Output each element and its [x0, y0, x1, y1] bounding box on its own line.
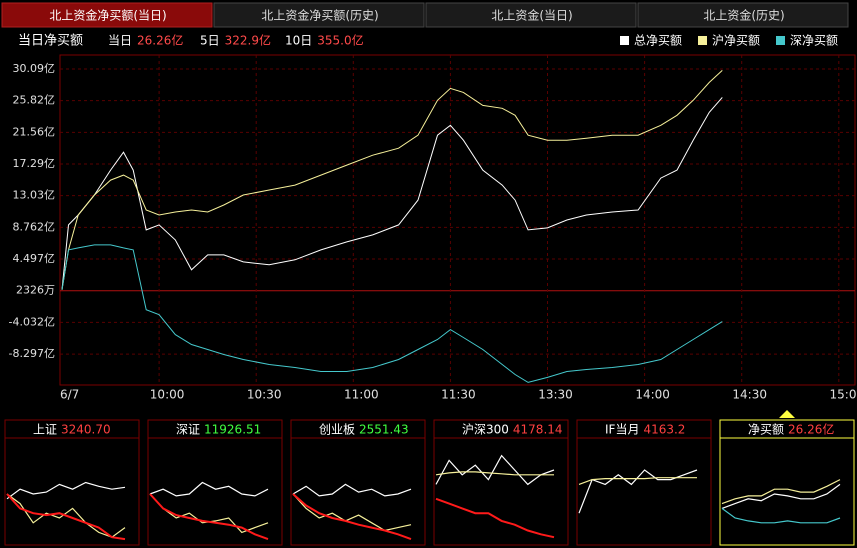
legend-label: 总净买额 — [634, 34, 682, 48]
legend-swatch — [620, 36, 629, 45]
series-line — [61, 70, 723, 290]
mini-line — [149, 493, 269, 541]
tab-label[interactable]: 北上资金净买额(历史) — [261, 8, 378, 23]
mini-title: IF当月 — [605, 423, 639, 437]
tab[interactable] — [213, 2, 425, 28]
mini-panel[interactable] — [576, 419, 712, 546]
y-tick-label: -8.297亿 — [9, 347, 55, 360]
plot-frame — [59, 54, 856, 386]
mini-title: 沪深300 — [462, 423, 509, 437]
mini-value: 26.26亿 — [788, 422, 834, 437]
summary-value: 355.0亿 — [317, 33, 363, 48]
mini-panel[interactable] — [4, 419, 140, 546]
mini-value: 2551.43 — [359, 423, 409, 437]
mini-line — [435, 471, 554, 476]
mini-value: 11926.51 — [204, 423, 261, 437]
summary-label: 5日 — [200, 34, 220, 48]
mini-value: 3240.70 — [61, 423, 111, 437]
tab[interactable] — [637, 2, 849, 28]
y-tick-label: 13.03亿 — [13, 189, 56, 202]
mini-panel[interactable] — [719, 419, 855, 546]
mini-title: 净买额 — [748, 423, 784, 437]
y-tick-label: 2326万 — [16, 284, 55, 297]
mini-line — [6, 481, 126, 500]
mini-line — [6, 493, 126, 538]
tab[interactable] — [425, 2, 637, 28]
y-tick-label: 8.762亿 — [13, 220, 56, 233]
y-tick-label: 21.56亿 — [13, 125, 56, 138]
series-line — [61, 244, 723, 383]
summary-label: 10日 — [285, 34, 312, 48]
tab-label[interactable]: 北上资金(当日) — [491, 8, 572, 23]
mini-line — [721, 507, 841, 524]
legend-swatch — [776, 36, 785, 45]
x-tick-label: 11:30 — [441, 388, 476, 402]
tab[interactable] — [1, 2, 213, 28]
mini-line — [292, 493, 412, 541]
x-tick-label: 13:30 — [538, 388, 573, 402]
y-tick-label: 4.497亿 — [13, 252, 56, 265]
x-tick-label: 10:00 — [150, 388, 185, 402]
mini-value: 4163.2 — [643, 423, 685, 437]
tab-label[interactable]: 北上资金净买额(当日) — [49, 8, 166, 23]
series-line — [61, 97, 723, 290]
y-tick-label: 25.82亿 — [13, 94, 56, 107]
x-tick-label: 11:00 — [344, 388, 379, 402]
selected-marker — [779, 410, 795, 418]
mini-line — [292, 483, 412, 497]
mini-line — [149, 481, 269, 497]
mini-panel[interactable] — [433, 419, 569, 546]
y-tick-label: 17.29亿 — [13, 157, 56, 170]
mini-title: 上证 — [33, 423, 57, 437]
x-tick-label: 15:00 — [830, 388, 857, 402]
mini-title: 创业板 — [319, 423, 355, 437]
legend-label: 深净买额 — [790, 34, 838, 48]
y-tick-label: 30.09亿 — [13, 62, 56, 75]
x-tick-label: 14:00 — [635, 388, 670, 402]
mini-line — [6, 493, 126, 541]
legend-label: 沪净买额 — [712, 34, 760, 48]
x-tick-label: 14:30 — [732, 388, 767, 402]
x-tick-label: 6/7 — [60, 388, 79, 402]
summary-label: 当日 — [108, 34, 132, 48]
summary-value: 322.9亿 — [225, 33, 271, 48]
mini-line — [292, 493, 412, 532]
legend-swatch — [698, 36, 707, 45]
mini-panel[interactable] — [147, 419, 283, 546]
mini-line — [435, 454, 555, 486]
mini-line — [721, 483, 841, 509]
x-tick-label: 10:30 — [247, 388, 282, 402]
tab-label[interactable]: 北上资金(历史) — [703, 8, 784, 23]
mini-value: 4178.14 — [513, 423, 563, 437]
mini-line — [578, 477, 697, 485]
mini-line — [435, 497, 555, 539]
mini-title: 深证 — [176, 423, 200, 437]
y-tick-label: -4.032亿 — [9, 315, 55, 328]
summary-value: 26.26亿 — [137, 33, 183, 48]
mini-line — [721, 479, 841, 505]
header-title: 当日净买额 — [18, 34, 83, 49]
